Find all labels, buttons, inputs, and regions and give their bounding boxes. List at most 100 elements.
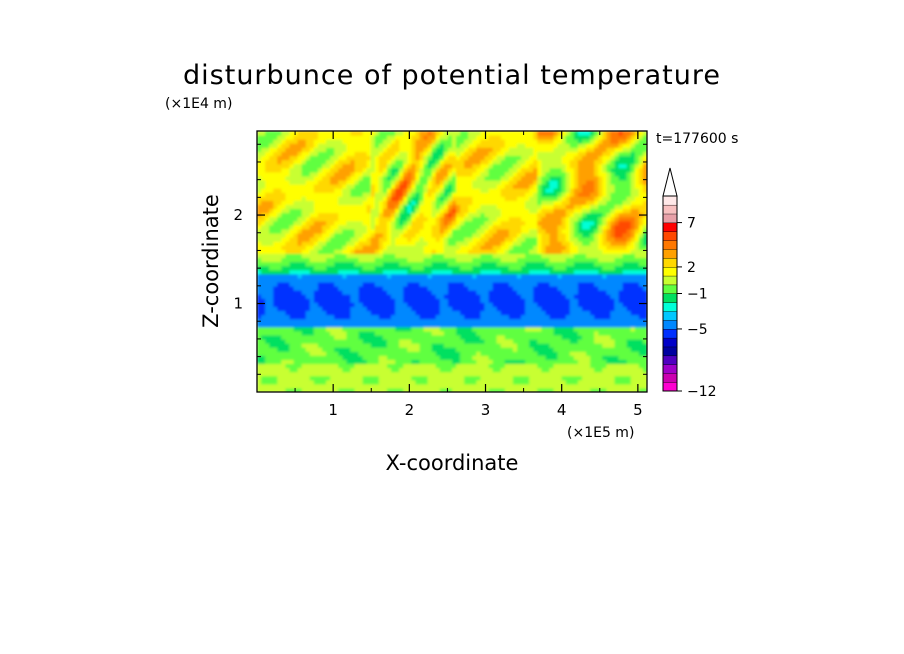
field-cell: [525, 375, 530, 381]
field-cell: [464, 163, 469, 169]
field-cell: [480, 228, 486, 234]
field-cell: [265, 220, 270, 226]
field-cell: [309, 314, 315, 320]
field-cell: [403, 179, 408, 185]
field-cell: [496, 135, 502, 140]
field-cell: [366, 155, 372, 161]
field-cell: [565, 167, 571, 173]
field-cell: [378, 322, 384, 328]
field-cell: [285, 175, 291, 181]
field-cell: [354, 257, 360, 263]
field-cell: [447, 175, 453, 181]
field-cell: [452, 290, 457, 295]
field-cell: [322, 379, 327, 385]
field-cell: [456, 326, 461, 332]
field-cell: [334, 131, 339, 136]
field-cell: [350, 334, 356, 340]
field-cell: [293, 171, 299, 177]
field-cell: [521, 257, 526, 263]
field-cell: [317, 163, 323, 169]
field-cell: [261, 306, 266, 312]
field-cell: [525, 290, 530, 295]
field-cell: [427, 338, 433, 344]
field-cell: [529, 175, 534, 181]
field-cell: [391, 310, 396, 316]
field-cell: [326, 347, 331, 352]
field-cell: [411, 359, 417, 365]
field-cell: [342, 285, 347, 291]
field-cell: [460, 220, 465, 226]
field-cell: [326, 387, 331, 392]
field-cell: [541, 208, 547, 214]
field-cell: [569, 294, 575, 299]
field-cell: [334, 387, 339, 392]
field-cell: [456, 188, 461, 193]
field-cell: [297, 228, 303, 234]
field-cell: [342, 216, 347, 222]
field-cell: [330, 371, 335, 377]
field-cell: [269, 306, 274, 312]
field-cell: [468, 285, 473, 291]
field-cell: [313, 163, 319, 169]
field-cell: [305, 290, 311, 295]
field-cell: [285, 375, 291, 381]
field-cell: [512, 359, 518, 365]
field-cell: [370, 298, 376, 303]
field-cell: [342, 338, 347, 344]
field-cell: [496, 184, 502, 189]
field-cell: [297, 232, 303, 238]
field-cell: [309, 273, 315, 279]
field-cell: [488, 338, 494, 344]
field-cell: [525, 277, 530, 283]
field-cell: [423, 220, 429, 226]
field-cell: [273, 163, 278, 169]
field-cell: [488, 241, 494, 246]
field-cell: [435, 355, 441, 360]
field-cell: [322, 224, 327, 230]
field-cell: [391, 330, 396, 336]
field-cell: [529, 383, 534, 389]
field-cell: [569, 232, 575, 238]
field-cell: [468, 269, 473, 275]
field-cell: [281, 334, 287, 340]
field-cell: [452, 355, 457, 360]
field-cell: [403, 220, 408, 226]
field-cell: [500, 147, 506, 152]
field-cell: [488, 253, 494, 259]
field-cell: [549, 179, 555, 185]
field-cell: [407, 192, 412, 197]
field-cell: [439, 171, 445, 177]
field-cell: [529, 261, 534, 267]
field-cell: [537, 302, 542, 307]
field-cell: [257, 379, 262, 385]
field-cell: [468, 188, 473, 193]
field-cell: [362, 387, 368, 392]
field-cell: [281, 302, 287, 307]
field-cell: [289, 151, 295, 157]
field-cell: [313, 330, 319, 336]
field-cell: [521, 188, 526, 193]
field-cell: [476, 261, 482, 267]
field-cell: [261, 151, 266, 157]
field-cell: [391, 298, 396, 303]
field-cell: [525, 318, 530, 324]
field-cell: [273, 285, 278, 291]
field-cell: [456, 171, 461, 177]
field-cell: [330, 167, 335, 173]
field-cell: [447, 249, 453, 254]
field-cell: [525, 224, 530, 230]
field-cell: [277, 343, 282, 348]
field-cell: [500, 232, 506, 238]
field-cell: [391, 143, 396, 148]
field-cell: [293, 139, 299, 144]
field-cell: [500, 294, 506, 299]
field-cell: [435, 171, 441, 177]
field-cell: [354, 232, 360, 238]
field-cell: [338, 318, 343, 324]
field-cell: [273, 318, 278, 324]
field-cell: [322, 249, 327, 254]
field-cell: [419, 188, 425, 193]
field-cell: [533, 306, 538, 312]
field-cell: [561, 159, 567, 165]
field-cell: [313, 200, 319, 206]
